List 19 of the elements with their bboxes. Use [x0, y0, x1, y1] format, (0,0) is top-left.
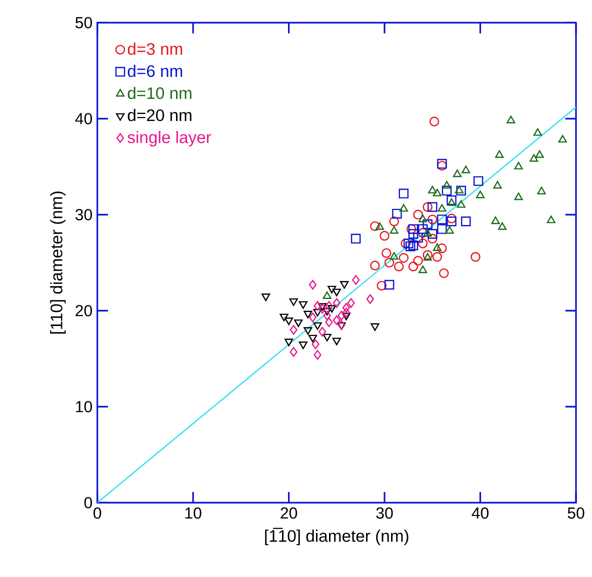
legend-label: d=3 nm: [128, 42, 182, 55]
x-tick-label: 0: [94, 507, 102, 519]
legend-label: d=10 nm: [128, 86, 192, 99]
y-tick-label: 10: [76, 400, 92, 412]
legend-label: single layer: [128, 130, 212, 146]
x-tick-label: 40: [472, 507, 489, 519]
y-tick-label: 30: [75, 208, 92, 220]
y-tick-label: 40: [75, 112, 92, 124]
y-tick-label: 0: [84, 496, 92, 508]
y-tick-label: 20: [76, 304, 92, 316]
y-tick-label: 50: [75, 16, 92, 28]
x-tick-label: 50: [568, 507, 584, 519]
legend-label: d=6 nm: [128, 64, 182, 77]
y-axis-title: [110] diameter (nm): [50, 191, 66, 334]
x-tick-label: 20: [280, 507, 298, 519]
x-tick-label: 10: [185, 507, 202, 519]
legend-label: d=20 nm: [128, 108, 192, 121]
x-axis-title: [1̅10] diameter (nm): [265, 528, 408, 545]
x-tick-label: 30: [376, 507, 393, 519]
